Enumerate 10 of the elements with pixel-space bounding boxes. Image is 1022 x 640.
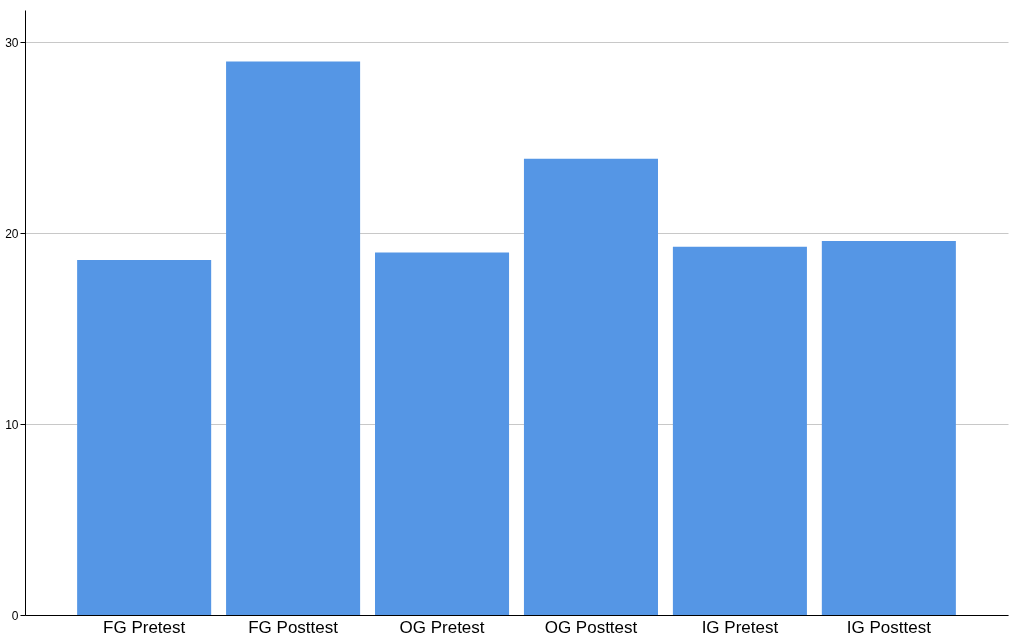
y-tick-label: 30 <box>5 35 19 50</box>
x-tick-label: OG Pretest <box>399 617 485 637</box>
x-tick-label: OG Posttest <box>544 617 638 637</box>
x-tick-label: FG Pretest <box>103 617 186 637</box>
x-tick-label: IG Pretest <box>701 617 779 637</box>
x-tick-label: FG Posttest <box>248 617 339 637</box>
y-tick-label: 0 <box>11 608 19 623</box>
y-tick-label: 20 <box>5 226 19 241</box>
y-tick-label: 10 <box>5 417 19 432</box>
x-tick-label: IG Posttest <box>846 617 932 637</box>
